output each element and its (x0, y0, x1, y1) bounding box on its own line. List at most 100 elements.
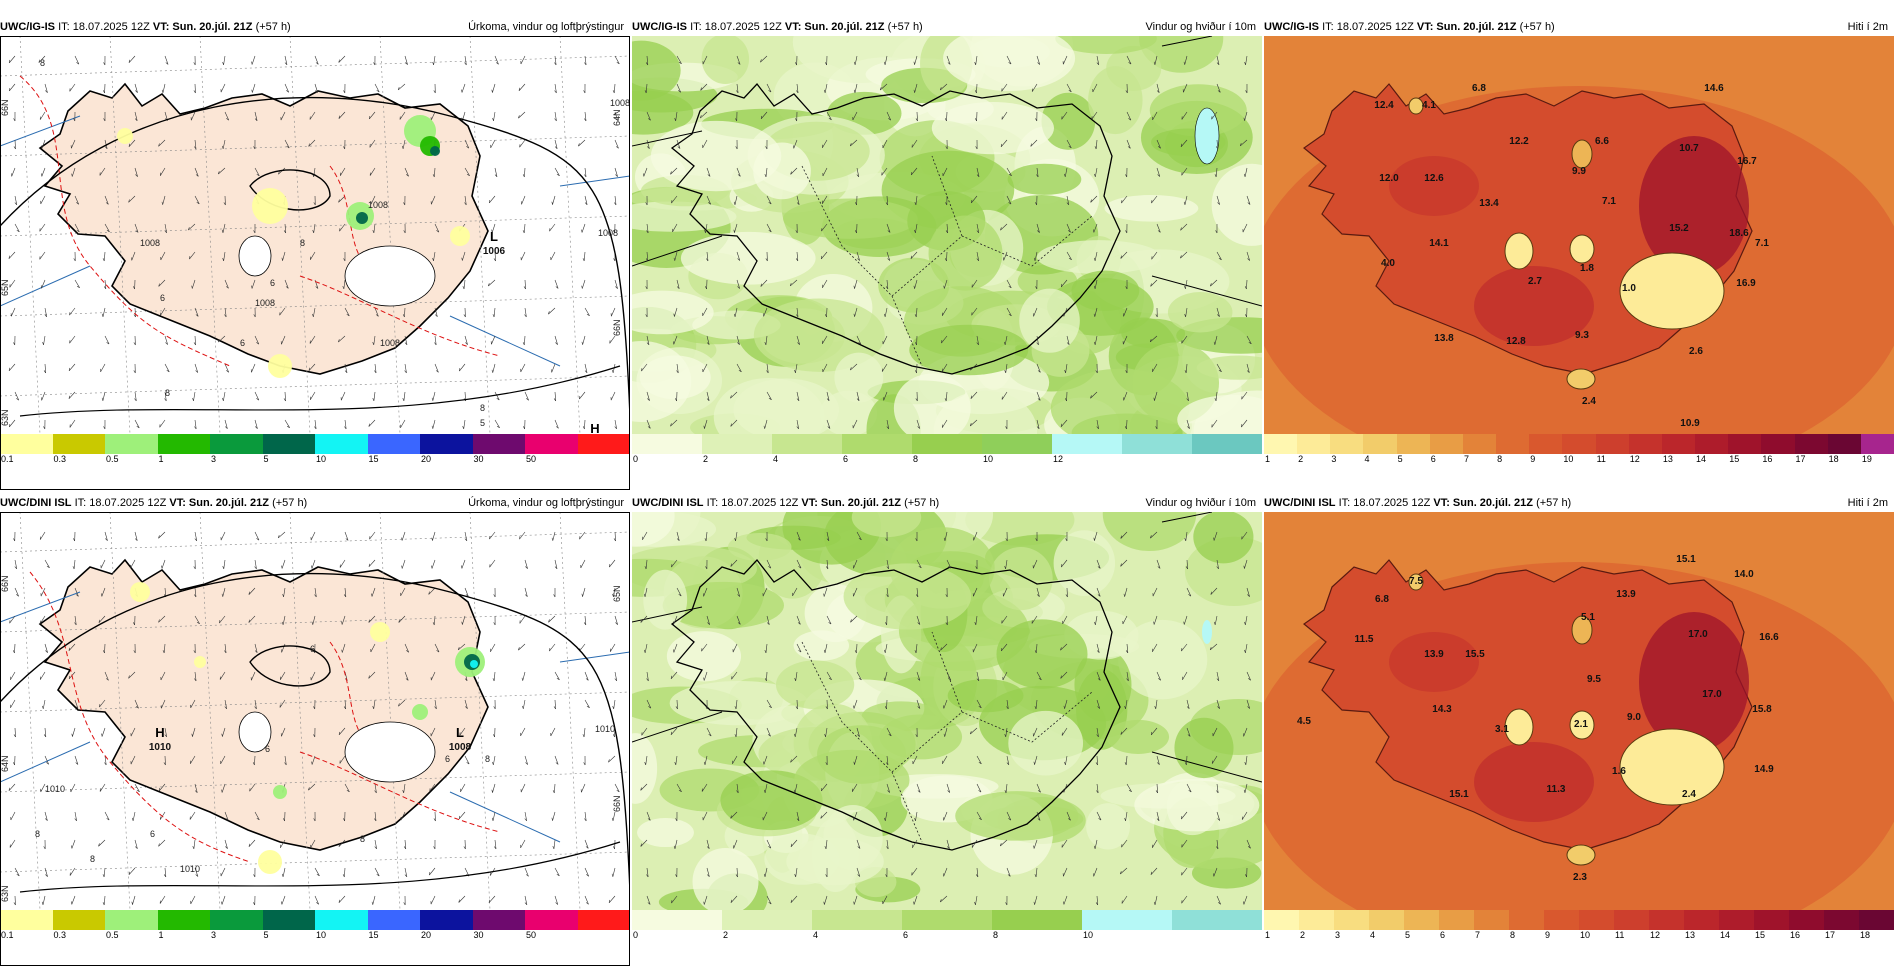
colorbar-segment (1579, 910, 1614, 930)
temperature-isoline-label: 6 (310, 644, 315, 654)
temperature-value: 5.1 (1581, 612, 1595, 623)
temperature-value: 9.5 (1587, 674, 1601, 685)
colorbar-segment (1761, 434, 1794, 454)
colorbar-tick-label: 1 (1265, 454, 1270, 464)
colorbar-segment (263, 434, 316, 454)
colorbar-segment (1496, 434, 1529, 454)
init-time: IT: 18.07.2025 12Z (1339, 497, 1431, 509)
temperature-isoline-label: 8 (40, 58, 45, 68)
temperature-value: 15.2 (1669, 223, 1689, 234)
temperature-value: 9.3 (1575, 330, 1589, 341)
colorbar-segment (1297, 434, 1330, 454)
colorbar-tick-label: 5 (1405, 930, 1410, 940)
colorbar-tick-label: 19 (1862, 454, 1872, 464)
panel-header: UWC/DINI ISL IT: 18.07.2025 12Z VT: Sun.… (1264, 494, 1894, 512)
colorbar-segment (1614, 910, 1649, 930)
colorbar-segment (1474, 910, 1509, 930)
lead-time: (+57 h) (1520, 21, 1555, 33)
panel-title: Úrkoma, vindur og loftþrýstingur (468, 18, 624, 36)
pressure-value: 1006 (483, 246, 506, 257)
colorbar-segment (902, 910, 992, 930)
temperature-isoline-label: 6 (445, 754, 450, 764)
temperature-value: 12.4 (1374, 100, 1394, 111)
colorbar-tick-label: 12 (1053, 454, 1063, 464)
temperature-value: 16.7 (1737, 156, 1757, 167)
isobar-label: 1008 (610, 98, 630, 108)
colorbar-segment (420, 434, 473, 454)
temperature-value: 17.0 (1688, 629, 1708, 640)
temperature-value: 7.1 (1602, 196, 1616, 207)
colorbar-segment (1122, 434, 1192, 454)
colorbar-segment (158, 434, 211, 454)
init-time: IT: 18.07.2025 12Z (58, 21, 150, 33)
pressure-value: 1010 (149, 742, 172, 753)
colorbar-segment (1430, 434, 1463, 454)
panel-header: UWC/IG-IS IT: 18.07.2025 12Z VT: Sun. 20… (1264, 18, 1894, 36)
colorbar-tick-label: 4 (1364, 454, 1369, 464)
temperature-value: 10.7 (1679, 143, 1699, 154)
colorbar-segment (912, 434, 982, 454)
isobar-label: 1008 (380, 338, 400, 348)
temperature-isoline-label: 6 (150, 829, 155, 839)
temperature-value: 13.4 (1479, 198, 1499, 209)
colorbar-segment (1299, 910, 1334, 930)
colorbar-tick-label: 4 (813, 930, 818, 940)
colorbar-segment (812, 910, 902, 930)
colorbar-segment (525, 434, 578, 454)
map-canvas (632, 512, 1262, 910)
colorbar-segment (1529, 434, 1562, 454)
colorbar-segment (368, 910, 421, 930)
colorbar-segment (263, 910, 316, 930)
isobar-label: 1008 (598, 228, 618, 238)
latitude-label: 65N (0, 279, 10, 296)
temperature-value: 15.1 (1449, 789, 1469, 800)
temperature-value: 2.6 (1689, 346, 1703, 357)
lead-time: (+57 h) (272, 497, 307, 509)
colorbar-tick-label: 8 (913, 454, 918, 464)
pressure-value: 1008 (449, 742, 472, 753)
colorbar-tick-label: 10 (316, 930, 326, 940)
temperature-value: 2.4 (1682, 789, 1696, 800)
latitude-label: 63N (0, 885, 10, 902)
colorbar-segment (1662, 434, 1695, 454)
model-name: UWC/IG-IS (1264, 21, 1319, 33)
colorbar-tick-label: 11 (1615, 930, 1624, 940)
panel-header: UWC/IG-IS IT: 18.07.2025 12Z VT: Sun. 20… (0, 18, 630, 36)
isobar-label: 1010 (45, 784, 65, 794)
valid-time: VT: Sun. 20.júl. 21Z (153, 21, 253, 33)
colorbar-segment (632, 434, 702, 454)
colorbar-segment (53, 434, 106, 454)
colorbar-segment (772, 434, 842, 454)
colorbar-segment (1828, 434, 1861, 454)
colorbar-tick-label: 2 (1298, 454, 1303, 464)
colorbar-segment (1544, 910, 1579, 930)
temperature-isoline-label: 8 (90, 854, 95, 864)
colorbar-tick-label: 3 (1335, 930, 1340, 940)
colorbar-segment (1363, 434, 1396, 454)
panel-temp: UWC/IG-IS IT: 18.07.2025 12Z VT: Sun. 20… (1264, 18, 1894, 480)
colorbar-segment (842, 434, 912, 454)
temperature-value: 15.5 (1465, 649, 1485, 660)
colorbar-segment (1596, 434, 1629, 454)
colorbar-tick-label: 10 (1580, 930, 1590, 940)
temperature-value: 4.5 (1297, 716, 1311, 727)
temperature-value: 12.0 (1379, 173, 1399, 184)
temperature-value: 9.0 (1627, 712, 1641, 723)
colorbar-segment (53, 910, 106, 930)
colorbar-tick-label: 0.3 (54, 454, 67, 464)
colorbar-tick-label: 9 (1530, 454, 1535, 464)
colorbar-tick-label: 8 (1497, 454, 1502, 464)
colorbar-tick-label: 0.5 (106, 930, 119, 940)
latitude-label: 64N (0, 755, 10, 772)
colorbar-tick-label: 4 (1370, 930, 1375, 940)
temperature-value: 14.1 (1429, 238, 1449, 249)
temperature-isoline-label: 8 (360, 834, 365, 844)
colorbar-tick-label: 17 (1825, 930, 1835, 940)
